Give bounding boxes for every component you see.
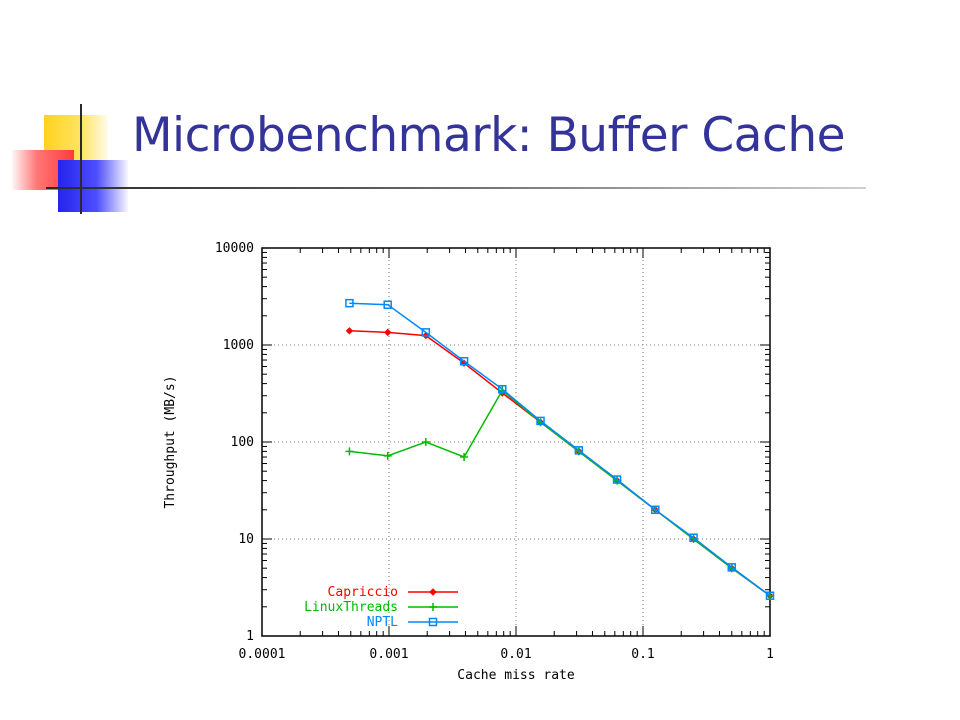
data-point-linuxthreads <box>383 451 392 460</box>
y-tick-label: 100 <box>231 435 254 450</box>
legend-label-nptl: NPTL <box>367 615 398 630</box>
chart-grid <box>262 248 770 636</box>
legend-label-capriccio: Capriccio <box>328 585 398 600</box>
data-point-linuxthreads <box>421 438 430 446</box>
y-tick-label: 1 <box>246 629 254 644</box>
data-point-capriccio <box>384 328 392 337</box>
data-point-capriccio <box>345 327 354 335</box>
y-tick-label: 10000 <box>215 241 254 256</box>
data-point-nptl <box>689 533 698 543</box>
legend-marker-nptl <box>428 617 438 627</box>
data-point-linuxthreads <box>766 591 774 600</box>
series-linuxthreads <box>345 386 774 600</box>
data-point-nptl <box>574 446 584 455</box>
data-point-nptl <box>383 300 392 309</box>
x-axis-label: Cache miss rate <box>457 668 575 683</box>
data-point-nptl <box>459 356 469 366</box>
slide-title: Microbenchmark: Buffer Cache <box>132 108 846 163</box>
data-point-nptl <box>536 416 545 426</box>
series-line-capriccio <box>349 330 771 597</box>
series-layer <box>345 298 775 600</box>
data-point-nptl <box>651 505 660 515</box>
y-axis-ticks: 1 10 100 1000 10000 <box>215 241 770 644</box>
x-tick-label: 0.0001 <box>239 647 286 662</box>
x-tick-label: 1 <box>766 647 774 662</box>
y-tick-label: 1000 <box>223 338 254 353</box>
legend-marker-capriccio <box>429 588 437 596</box>
series-line-nptl <box>349 302 771 597</box>
data-point-linuxthreads <box>460 453 469 462</box>
x-tick-label: 0.001 <box>369 647 408 662</box>
data-point-nptl <box>421 328 431 337</box>
decor-vertical-line <box>80 104 82 214</box>
y-tick-label: 10 <box>238 532 254 547</box>
data-point-nptl <box>727 563 737 572</box>
decor-blue-square <box>58 160 128 212</box>
legend-label-linuxthreads: LinuxThreads <box>304 600 398 615</box>
series-line-linuxthreads <box>349 389 771 597</box>
data-point-linuxthreads <box>345 447 354 456</box>
series-capriccio <box>345 327 774 600</box>
data-point-nptl <box>612 475 622 484</box>
legend-marker-linuxthreads <box>429 603 437 611</box>
throughput-chart: 0.0001 0.001 0.01 0.1 1 1 10 100 1000 10000 Cach… <box>163 241 775 683</box>
data-point-nptl <box>765 591 775 600</box>
data-point-nptl <box>345 298 354 308</box>
x-tick-label: 0.01 <box>500 647 531 662</box>
data-point-nptl <box>498 384 507 394</box>
x-axis-ticks: 0.0001 0.001 0.01 0.1 1 <box>239 248 774 662</box>
y-axis-label: Throughput (MB/s) <box>163 375 178 508</box>
title-underline <box>46 187 866 189</box>
x-tick-label: 0.1 <box>631 647 654 662</box>
series-nptl <box>345 298 775 600</box>
